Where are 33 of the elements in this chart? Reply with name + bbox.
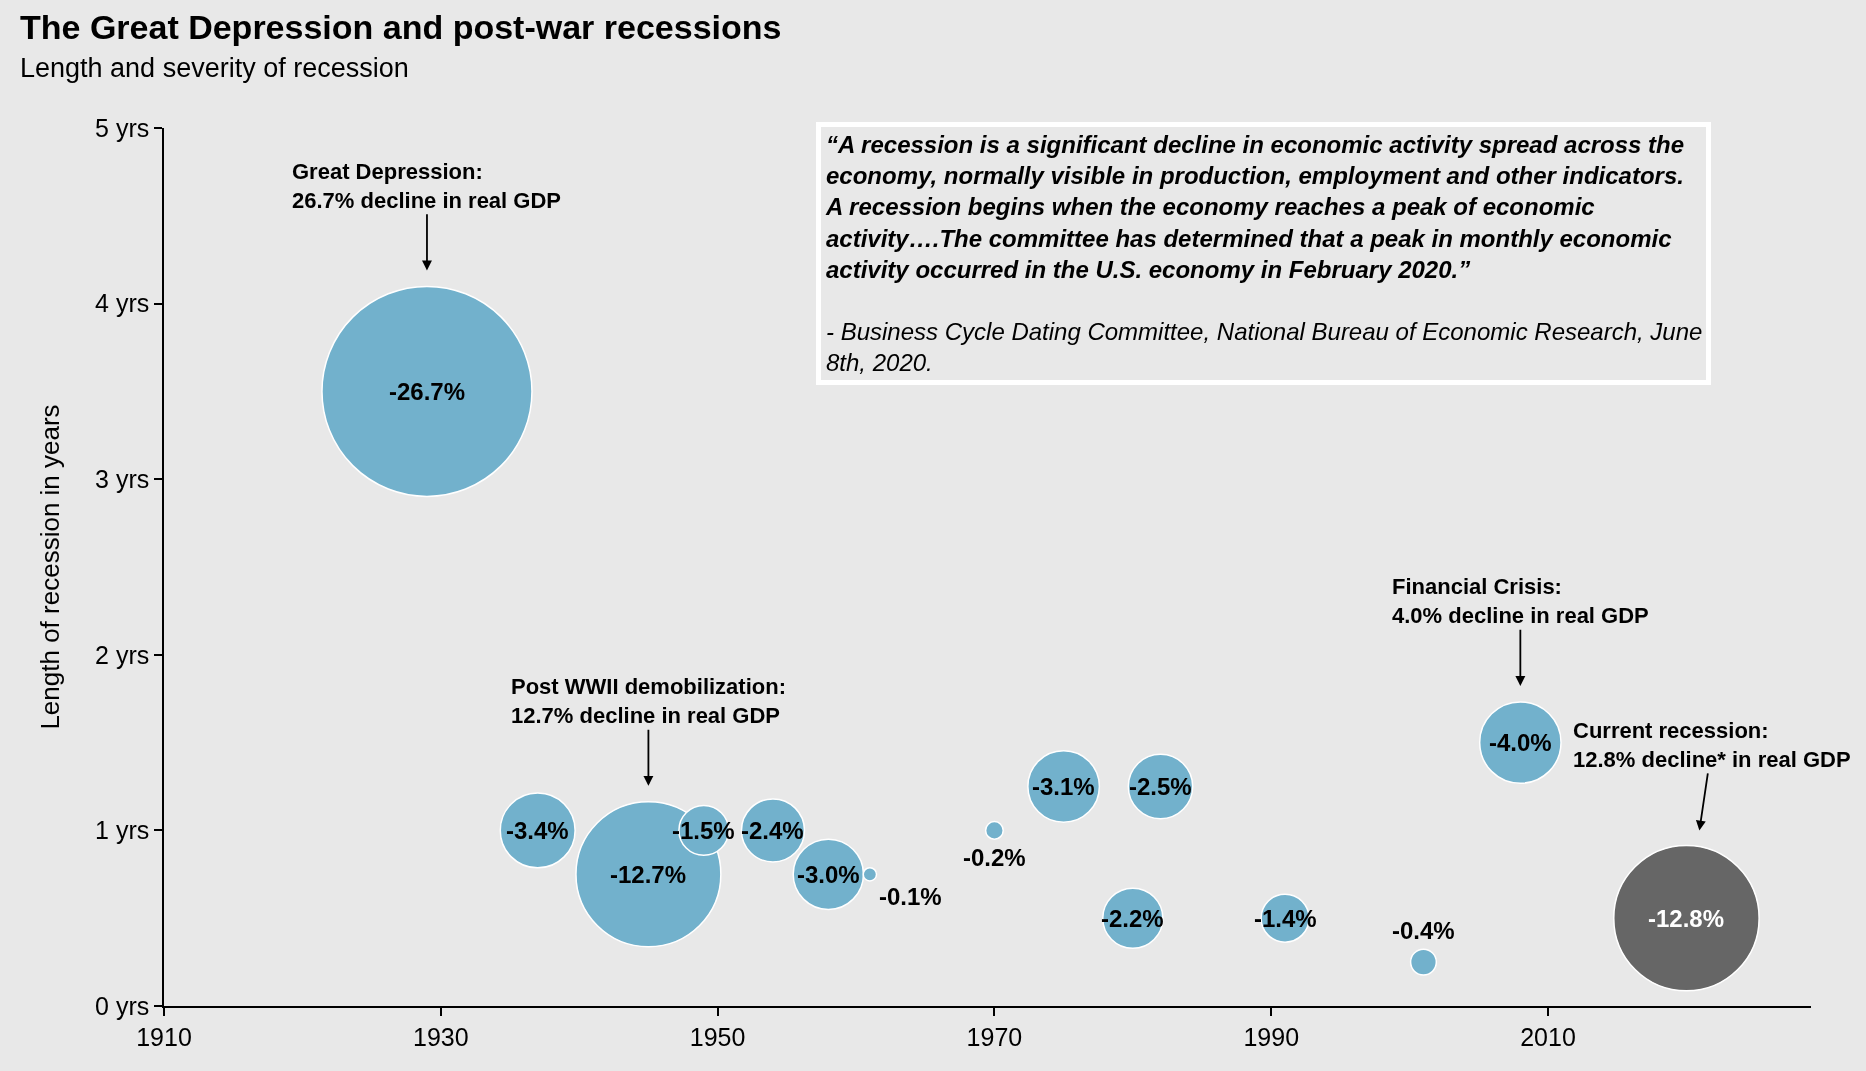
annotation: -0.4% [1392, 917, 1455, 944]
annotation: Current recession: 12.8% decline* in real GDP [1573, 718, 1851, 772]
y-tick-label: 4 yrs [95, 289, 150, 318]
x-tick-label: 1950 [689, 1022, 746, 1051]
annotation: -2.4% [741, 817, 804, 844]
x-tick-label: 2010 [1520, 1022, 1576, 1051]
annotation: -3.4% [506, 817, 569, 844]
y-tick-label: 1 yrs [95, 816, 150, 845]
annotation: -3.1% [1032, 773, 1095, 800]
annotation: -26.7% [389, 378, 466, 405]
chart-title: The Great Depression and post-war recessions [20, 7, 782, 46]
x-tick-label: 1990 [1243, 1022, 1300, 1051]
annotation: -12.8% [1648, 905, 1725, 932]
x-tick-label: 1930 [413, 1022, 469, 1051]
annotation: Great Depression: 26.7% decline in real GDP [292, 159, 562, 213]
y-tick-label: 3 yrs [95, 464, 150, 493]
chart-subtitle: Length and severity of recession [20, 53, 409, 83]
y-tick-label: 0 yrs [95, 991, 150, 1020]
annotation: Financial Crisis: 4.0% decline in real GDP [1392, 574, 1649, 628]
y-tick-label: 5 yrs [95, 113, 150, 142]
x-tick-label: 1970 [966, 1022, 1023, 1051]
annotation: “A recession is a significant decline in economic activity spread across the economy, normally visible in production, employment and other indicators. A recession begins when the economy reaches a peak of economic activity….The committee has determined that a peak in monthly economic activity occurred in the U.S. economy in February 2020.” [825, 131, 1685, 283]
y-axis-title: Length of recession in years [34, 404, 65, 730]
x-tick-label: 1910 [136, 1022, 192, 1051]
annotation: -12.7% [610, 861, 687, 888]
annotation: - Business Cycle Dating Committee, National Bureau of Economic Research, June 8th, 2020. [826, 318, 1703, 377]
annotation: -3.0% [797, 861, 860, 888]
y-tick-label: 2 yrs [95, 640, 150, 669]
annotation: -4.0% [1489, 729, 1552, 756]
annotation: -2.5% [1129, 773, 1192, 800]
annotation: Post WWII demobilization: 12.7% decline in real GDP [511, 674, 786, 728]
annotation: -0.2% [963, 844, 1026, 871]
annotation: -0.1% [879, 883, 942, 910]
